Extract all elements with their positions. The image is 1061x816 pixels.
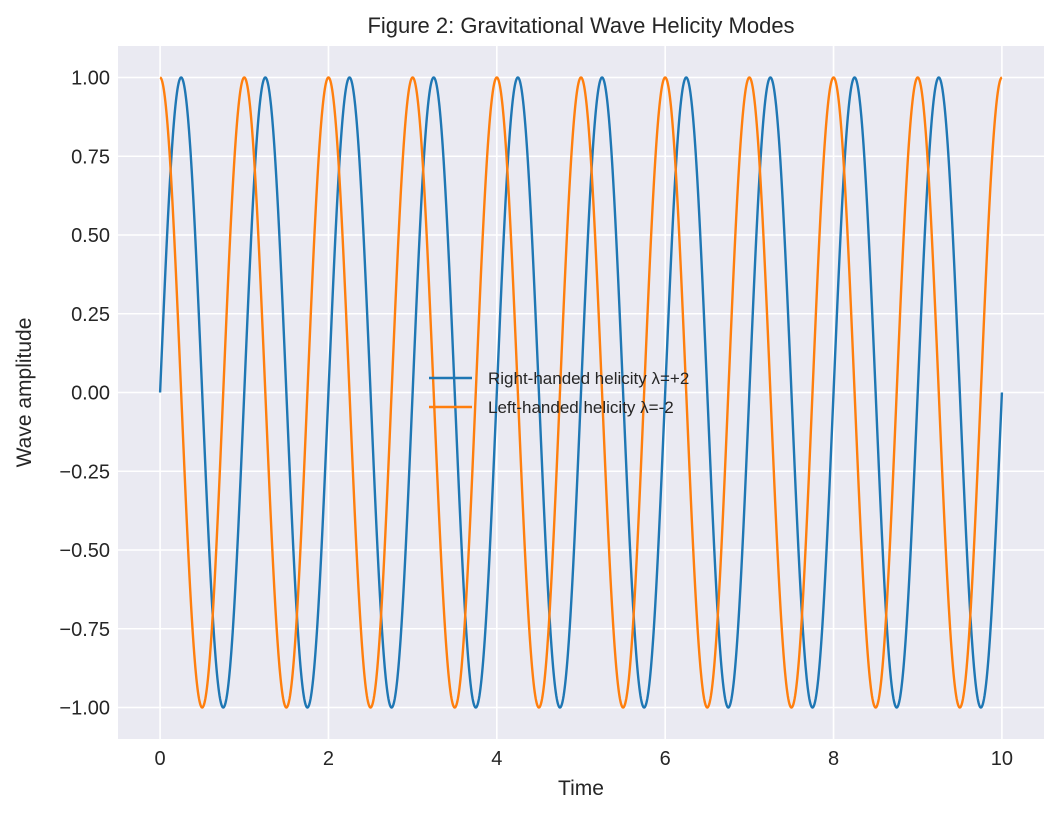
y-tick-label: 0.00 — [71, 383, 110, 405]
y-tick-label: −0.75 — [59, 619, 110, 641]
y-tick-label: −0.50 — [59, 540, 110, 562]
x-tick-label: 6 — [660, 748, 671, 770]
y-tick-label: −0.25 — [59, 461, 110, 483]
legend-label-2: Left-handed helicity λ=-2 — [488, 398, 674, 417]
legend: Right-handed helicity λ=+2 Left-handed he… — [429, 369, 689, 417]
x-tick-label: 8 — [828, 748, 839, 770]
x-tick-label: 4 — [491, 748, 502, 770]
y-tick-label: 0.25 — [71, 304, 110, 326]
tick-labels: 0 2 4 6 8 10 −1.00 −0.75 −0.50 −0.25 0.00 0.25 0.50 0… — [59, 68, 1013, 771]
y-tick-label: 0.75 — [71, 146, 110, 168]
series-line-2 — [159, 76, 1003, 709]
y-tick-label: 1.00 — [71, 68, 110, 90]
legend-label-1: Right-handed helicity λ=+2 — [488, 369, 689, 388]
x-tick-label: 0 — [155, 748, 166, 770]
series-layer — [158, 76, 1004, 709]
y-tick-label: −1.00 — [59, 698, 110, 720]
y-axis-label: Wave amplitude — [13, 318, 36, 468]
x-tick-label: 2 — [323, 748, 334, 770]
x-axis-label: Time — [558, 777, 604, 800]
series-line-1 — [158, 76, 1004, 709]
y-tick-label: 0.50 — [71, 225, 110, 247]
chart-title: Figure 2: Gravitational Wave Helicity Mo… — [367, 13, 794, 38]
x-tick-label: 10 — [991, 748, 1013, 770]
